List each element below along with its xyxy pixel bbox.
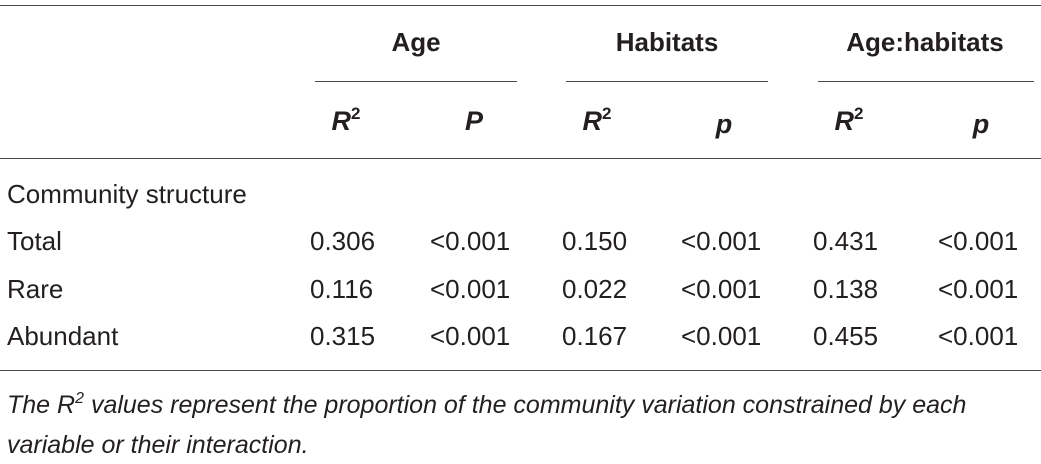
table-cell: <0.001 xyxy=(681,274,762,304)
table-cell: 0.306 xyxy=(310,226,376,256)
table-cell: 0.167 xyxy=(562,321,628,351)
row-label-abundant: Abundant xyxy=(7,321,119,351)
table-cell: 0.138 xyxy=(813,274,879,304)
row-label-total: Total xyxy=(7,226,62,256)
header-bottom-rule xyxy=(0,158,1041,159)
table-cell: 0.116 xyxy=(310,274,374,304)
table-cell: <0.001 xyxy=(681,321,762,351)
table-cell: 0.431 xyxy=(813,226,879,256)
table-footnote: The R2 values represent the proportion o… xyxy=(7,390,967,459)
table-cell: 0.315 xyxy=(310,321,376,351)
table-bottom-rule xyxy=(0,370,1041,371)
table-cell: 0.455 xyxy=(813,321,879,351)
subheader-age-p: P xyxy=(464,106,484,136)
age-group-rule xyxy=(315,81,517,82)
table-cell: <0.001 xyxy=(430,274,511,304)
group-header-age-habitats: Age:habitats xyxy=(846,27,1004,57)
table-cell: <0.001 xyxy=(938,321,1019,351)
table-cell: <0.001 xyxy=(430,226,511,256)
table-cell: 0.150 xyxy=(562,226,628,256)
table-cell: 0.022 xyxy=(562,274,628,304)
subheader-interaction-p: p xyxy=(972,109,990,139)
subheader-habitats-r2: R2 xyxy=(582,104,612,136)
table-cell: <0.001 xyxy=(938,226,1019,256)
row-label-rare: Rare xyxy=(7,274,64,304)
group-header-habitats: Habitats xyxy=(615,27,719,57)
interaction-group-rule xyxy=(818,81,1034,82)
habitats-group-rule xyxy=(566,81,768,82)
subheader-interaction-r2: R2 xyxy=(834,104,864,136)
section-label: Community structure xyxy=(7,179,247,209)
subheader-habitats-p: p xyxy=(715,109,733,139)
subheader-age-r2: R2 xyxy=(331,104,361,136)
table-cell: <0.001 xyxy=(681,226,762,256)
top-rule xyxy=(0,5,1041,6)
table-cell: <0.001 xyxy=(430,321,511,351)
table-cell: <0.001 xyxy=(938,274,1019,304)
group-header-age: Age xyxy=(391,27,441,57)
